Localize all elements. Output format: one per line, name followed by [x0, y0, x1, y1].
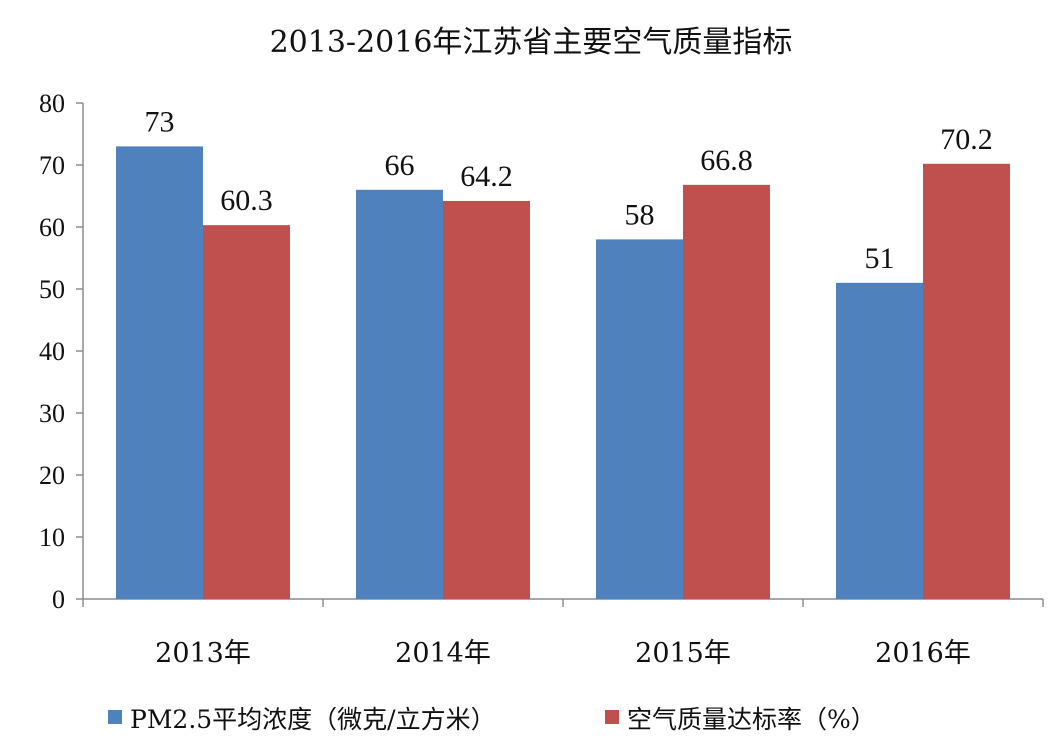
- data-label: 66.8: [700, 144, 753, 177]
- y-tick-label: 0: [52, 585, 65, 614]
- legend-label: PM2.5平均浓度（微克/立方米）: [130, 705, 496, 734]
- bar-pm25: [116, 146, 203, 599]
- y-tick-label: 50: [39, 275, 65, 304]
- bar-pm25: [596, 239, 683, 599]
- data-label: 73: [145, 105, 175, 138]
- y-tick-label: 80: [39, 89, 65, 118]
- bar-air-quality-rate: [683, 184, 770, 599]
- legend-label: 空气质量达标率（%）: [627, 705, 876, 734]
- bar-pm25: [356, 189, 443, 600]
- x-tick-label: 2013年: [155, 638, 251, 669]
- bars: [116, 146, 1010, 600]
- bar-air-quality-rate: [203, 225, 290, 599]
- data-label: 60.3: [220, 184, 273, 217]
- axes: 0 10 20 30 40 50 60 70 80 2013年 2014年 2015年 2016年: [39, 89, 1044, 669]
- y-tick-label: 70: [39, 151, 65, 180]
- chart-title: 2013-2016年江苏省主要空气质量指标: [270, 25, 793, 60]
- bar-air-quality-rate: [923, 163, 1010, 599]
- y-tick-label: 60: [39, 213, 65, 242]
- legend-swatch: [108, 710, 122, 724]
- data-label: 70.2: [940, 123, 993, 156]
- y-tick-label: 30: [39, 399, 65, 428]
- y-tick-label: 20: [39, 461, 65, 490]
- legend-swatch: [605, 710, 619, 724]
- data-labels: 73 60.3 66 64.2 58 66.8 51 70.2: [145, 105, 993, 274]
- data-label: 66: [385, 149, 415, 182]
- data-label: 64.2: [460, 160, 513, 193]
- legend: PM2.5平均浓度（微克/立方米） 空气质量达标率（%）: [108, 705, 876, 734]
- data-label: 51: [865, 242, 895, 275]
- x-tick-label: 2016年: [875, 638, 971, 669]
- y-tick-label: 40: [39, 337, 65, 366]
- x-tick-label: 2015年: [635, 638, 731, 669]
- x-tick-label: 2014年: [395, 638, 491, 669]
- data-label: 58: [625, 198, 655, 231]
- bar-air-quality-rate: [443, 200, 530, 599]
- y-tick-label: 10: [39, 523, 65, 552]
- bar-pm25: [836, 282, 923, 599]
